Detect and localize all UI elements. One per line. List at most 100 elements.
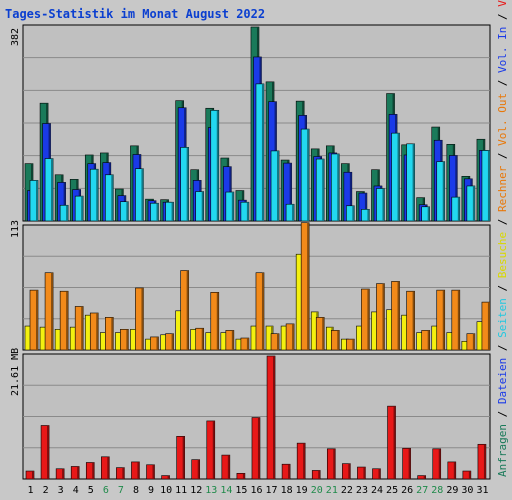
- x-tick-label: 9: [148, 485, 154, 496]
- legend-entry: Anfragen: [496, 424, 509, 477]
- bar-seiten: [150, 202, 159, 222]
- bar-seiten: [135, 168, 144, 222]
- bar-volumen: [206, 420, 216, 480]
- bar-seiten: [74, 195, 84, 222]
- bar-seiten: [466, 185, 476, 222]
- y-max-label: 113: [10, 220, 21, 238]
- bar-volumen: [447, 461, 457, 480]
- bar-volumen: [176, 436, 185, 480]
- bar-seiten: [361, 209, 370, 222]
- bar-rechner: [376, 283, 385, 351]
- bar-rechner: [59, 290, 69, 351]
- bar-volumen: [311, 470, 321, 480]
- bar-rechner: [135, 287, 144, 351]
- bar-rechner: [120, 329, 129, 351]
- bar-rechner: [315, 317, 325, 351]
- bar-rechner: [44, 272, 54, 351]
- bar-rechner: [481, 301, 491, 351]
- x-tick-label: 8: [133, 485, 139, 496]
- bar-volumen: [462, 470, 472, 480]
- bar-volumen: [281, 463, 291, 480]
- bar-rechner: [300, 222, 310, 351]
- bar-volumen: [236, 473, 246, 480]
- bar-rechner: [74, 306, 84, 351]
- bar-rechner: [150, 336, 159, 351]
- x-tick-label: 13: [205, 485, 217, 496]
- bar-seiten: [44, 158, 54, 222]
- bar-volumen: [417, 475, 426, 480]
- x-tick-label: 21: [326, 485, 338, 496]
- legend-entry: /: [496, 212, 509, 232]
- bar-rechner: [105, 317, 114, 351]
- x-tick-label: 29: [446, 485, 458, 496]
- bar-seiten: [451, 196, 461, 222]
- bar-rechner: [225, 330, 235, 351]
- legend-entry: /: [496, 73, 509, 93]
- legend-entry: Volumen: [496, 0, 509, 7]
- bar-seiten: [330, 153, 340, 222]
- bar-rechner: [330, 330, 340, 351]
- bar-seiten: [315, 158, 325, 222]
- bar-volumen: [251, 417, 261, 480]
- bar-seiten: [225, 191, 235, 222]
- bar-volumen: [342, 463, 351, 480]
- x-tick-label: 20: [311, 485, 323, 496]
- x-tick-label: 31: [476, 485, 488, 496]
- bar-seiten: [300, 128, 310, 222]
- x-tick-label: 4: [73, 485, 79, 496]
- bar-volumen: [146, 464, 155, 480]
- x-tick-label: 16: [250, 485, 262, 496]
- bar-rechner: [451, 289, 461, 351]
- bar-rechner: [285, 323, 295, 351]
- x-tick-label: 24: [371, 485, 383, 496]
- x-tick-label: 1: [28, 485, 34, 496]
- bar-seiten: [89, 168, 99, 222]
- x-tick-label: 27: [416, 485, 428, 496]
- bar-seiten: [481, 150, 491, 222]
- bar-seiten: [285, 203, 295, 222]
- legend-entry: Dateien: [496, 358, 509, 404]
- bar-seiten: [59, 204, 69, 222]
- bar-seiten: [346, 205, 355, 222]
- bar-seiten: [376, 188, 385, 222]
- x-tick-label: 6: [103, 485, 109, 496]
- bar-rechner: [29, 289, 39, 351]
- legend-entry: Besuche: [496, 232, 509, 278]
- bar-rechner: [436, 289, 446, 351]
- bar-rechner: [255, 272, 265, 351]
- legend-entry: /: [496, 146, 509, 166]
- bar-seiten: [195, 191, 205, 222]
- legend-entry: /: [496, 404, 509, 424]
- bar-volumen: [326, 448, 336, 480]
- x-tick-label: 11: [175, 485, 187, 496]
- bar-volumen: [221, 454, 231, 480]
- bar-volumen: [131, 461, 140, 480]
- x-tick-label: 18: [281, 485, 293, 496]
- bar-seiten: [240, 201, 250, 222]
- bar-seiten: [270, 150, 280, 222]
- x-tick-label: 2: [43, 485, 49, 496]
- bar-volumen: [372, 468, 381, 480]
- bar-seiten: [391, 132, 400, 222]
- x-tick-label: 10: [160, 485, 172, 496]
- bar-volumen: [55, 468, 65, 480]
- bar-volumen: [85, 462, 95, 480]
- bar-rechner: [466, 333, 476, 351]
- bar-volumen: [357, 466, 366, 480]
- bar-volumen: [70, 466, 80, 480]
- bar-volumen: [191, 459, 201, 480]
- x-tick-label: 14: [220, 485, 232, 496]
- x-tick-label: 5: [88, 485, 94, 496]
- bar-rechner: [346, 338, 355, 351]
- bar-volumen: [101, 456, 110, 480]
- bar-seiten: [255, 83, 265, 222]
- bar-rechner: [270, 333, 280, 351]
- legend-entry: Rechner: [496, 165, 509, 212]
- bar-volumen: [161, 475, 170, 480]
- bar-volumen: [266, 355, 276, 480]
- y-max-label: 21.61 MB: [10, 348, 21, 396]
- legend-entry: Vol. In: [496, 27, 509, 73]
- x-tick-label: 15: [235, 485, 247, 496]
